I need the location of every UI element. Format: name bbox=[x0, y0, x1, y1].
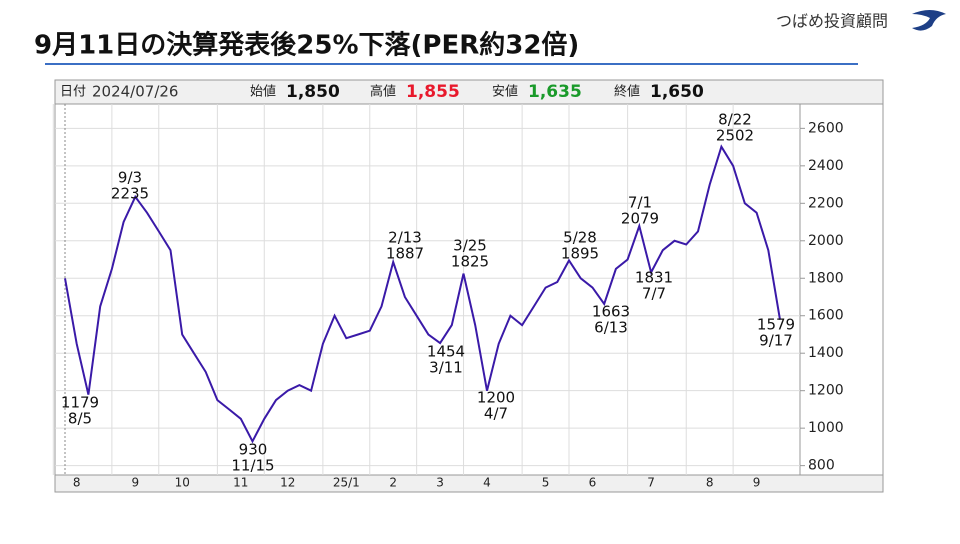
info-label: 安値 bbox=[492, 84, 518, 100]
x-tick-label: 4 bbox=[483, 476, 491, 490]
annotation: 2502 bbox=[716, 127, 754, 145]
annotation: 1887 bbox=[386, 245, 424, 263]
info-label: 日付 bbox=[60, 85, 86, 100]
annotation: 9/17 bbox=[759, 332, 793, 350]
y-tick-label: 2000 bbox=[808, 233, 844, 249]
y-tick-label: 1600 bbox=[808, 308, 844, 324]
x-tick-label: 8 bbox=[706, 476, 714, 490]
y-tick-label: 800 bbox=[808, 458, 835, 474]
slide-title: 9月11日の決算発表後25%下落(PER約32倍) bbox=[34, 30, 579, 61]
x-tick-label: 3 bbox=[436, 476, 444, 490]
annotation: 1579 bbox=[757, 316, 795, 334]
info-value: 1,635 bbox=[528, 82, 582, 102]
annotation: 1831 bbox=[635, 269, 673, 287]
info-bar bbox=[54, 79, 884, 105]
info-label: 高値 bbox=[370, 84, 396, 100]
x-axis-band bbox=[54, 474, 884, 493]
info-value: 1,650 bbox=[650, 82, 704, 102]
x-tick-label: 2 bbox=[389, 476, 397, 490]
logo-text: つばめ投資顧問 bbox=[776, 12, 888, 31]
annotation: 7/1 bbox=[628, 194, 652, 212]
x-tick-label: 11 bbox=[233, 476, 248, 490]
annotation: 6/13 bbox=[594, 319, 628, 337]
annotation: 1454 bbox=[427, 343, 465, 361]
x-tick-label: 25/1 bbox=[333, 476, 360, 490]
logo-icon bbox=[912, 10, 946, 31]
x-tick-label: 10 bbox=[175, 476, 190, 490]
annotation: 4/7 bbox=[484, 405, 508, 423]
annotation: 11/15 bbox=[231, 457, 274, 475]
y-tick-label: 1000 bbox=[808, 420, 844, 436]
annotation: 2235 bbox=[111, 185, 149, 203]
x-tick-label: 12 bbox=[280, 476, 295, 490]
x-tick-label: 8 bbox=[73, 476, 81, 490]
info-label: 始値 bbox=[250, 84, 276, 100]
x-tick-label: 9 bbox=[132, 476, 140, 490]
info-value: 2024/07/26 bbox=[92, 83, 178, 101]
annotation: 8/5 bbox=[68, 410, 92, 428]
x-tick-label: 9 bbox=[753, 476, 761, 490]
annotation: 1200 bbox=[477, 389, 515, 407]
price-line bbox=[64, 144, 781, 444]
x-tick-label: 7 bbox=[647, 476, 655, 490]
y-tick-label: 2400 bbox=[808, 158, 844, 174]
y-tick-label: 2600 bbox=[808, 120, 844, 136]
y-tick-label: 2200 bbox=[808, 195, 844, 211]
annotation: 8/22 bbox=[718, 111, 752, 129]
x-tick-label: 5 bbox=[542, 476, 550, 490]
annotation: 1895 bbox=[561, 245, 599, 263]
y-tick-label: 1800 bbox=[808, 270, 844, 286]
y-tick-label: 1200 bbox=[808, 383, 844, 399]
x-tick-label: 6 bbox=[589, 476, 597, 490]
annotation: 930 bbox=[239, 441, 268, 459]
info-label: 終値 bbox=[614, 84, 640, 100]
info-value: 1,850 bbox=[286, 82, 340, 102]
annotation: 1825 bbox=[451, 253, 489, 271]
annotation: 3/11 bbox=[429, 359, 463, 377]
annotation: 2/13 bbox=[388, 229, 422, 247]
annotation: 3/25 bbox=[453, 237, 487, 255]
y-tick-label: 1400 bbox=[808, 345, 844, 361]
annotation: 7/7 bbox=[642, 285, 666, 303]
annotation: 1663 bbox=[592, 303, 630, 321]
annotation: 2079 bbox=[621, 210, 659, 228]
annotation: 1179 bbox=[61, 394, 99, 412]
annotation: 9/3 bbox=[118, 169, 142, 187]
chart-frame bbox=[54, 79, 884, 493]
annotation: 5/28 bbox=[563, 229, 597, 247]
info-value: 1,855 bbox=[406, 82, 460, 102]
